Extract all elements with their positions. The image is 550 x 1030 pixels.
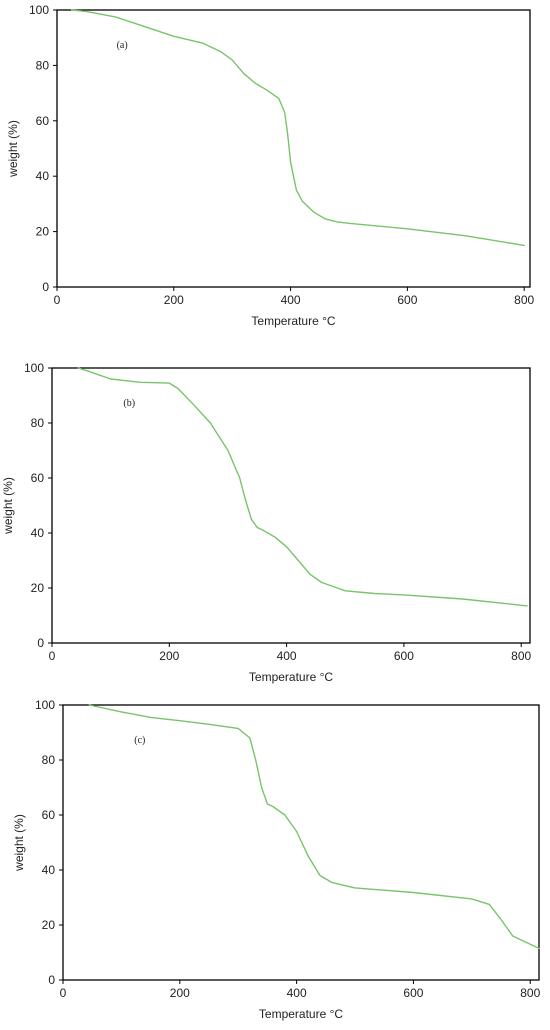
svg-text:800: 800 bbox=[520, 986, 540, 1000]
panel-label-c: (c) bbox=[134, 735, 145, 746]
y-tick-c-100: 100 bbox=[35, 698, 63, 712]
svg-text:0: 0 bbox=[42, 280, 49, 294]
y-axis-label-b: weight (%) bbox=[1, 477, 15, 535]
x-tick-b-200: 200 bbox=[159, 643, 180, 663]
svg-text:0: 0 bbox=[37, 636, 44, 650]
svg-text:0: 0 bbox=[48, 973, 55, 987]
svg-text:60: 60 bbox=[42, 808, 56, 822]
svg-text:200: 200 bbox=[159, 649, 179, 663]
svg-text:80: 80 bbox=[36, 58, 50, 72]
y-tick-c-60: 60 bbox=[42, 808, 63, 822]
y-tick-a-60: 60 bbox=[36, 114, 57, 128]
series-line-a bbox=[70, 9, 525, 247]
x-tick-b-400: 400 bbox=[277, 643, 297, 663]
x-tick-a-200: 200 bbox=[164, 287, 184, 307]
svg-text:100: 100 bbox=[29, 3, 49, 17]
x-tick-b-800: 800 bbox=[511, 643, 532, 663]
x-axis-label-a: Temperature °C bbox=[251, 314, 335, 328]
x-tick-a-800: 800 bbox=[514, 287, 534, 307]
svg-text:40: 40 bbox=[42, 863, 56, 877]
x-tick-c-0: 0 bbox=[60, 980, 67, 1000]
y-tick-c-80: 80 bbox=[42, 753, 63, 767]
svg-text:200: 200 bbox=[164, 293, 184, 307]
y-tick-a-0: 0 bbox=[42, 280, 57, 294]
y-tick-a-20: 20 bbox=[36, 225, 57, 239]
svg-text:100: 100 bbox=[24, 361, 44, 375]
svg-text:20: 20 bbox=[31, 581, 45, 595]
svg-text:0: 0 bbox=[49, 649, 56, 663]
y-tick-a-40: 40 bbox=[36, 169, 57, 183]
x-tick-a-400: 400 bbox=[281, 287, 301, 307]
svg-text:80: 80 bbox=[42, 753, 56, 767]
svg-text:20: 20 bbox=[36, 225, 50, 239]
y-tick-b-20: 20 bbox=[31, 581, 52, 595]
x-axis-label-c: Temperature °C bbox=[259, 1007, 343, 1021]
svg-text:60: 60 bbox=[36, 114, 50, 128]
svg-text:400: 400 bbox=[277, 649, 297, 663]
svg-text:400: 400 bbox=[281, 293, 301, 307]
x-tick-b-0: 0 bbox=[49, 643, 56, 663]
x-tick-a-600: 600 bbox=[397, 287, 418, 307]
svg-text:600: 600 bbox=[403, 986, 423, 1000]
svg-text:100: 100 bbox=[35, 698, 55, 712]
svg-text:600: 600 bbox=[397, 293, 417, 307]
x-tick-c-800: 800 bbox=[520, 980, 541, 1000]
panel-label-b: (b) bbox=[123, 398, 135, 409]
y-tick-c-40: 40 bbox=[42, 863, 63, 877]
y-tick-c-20: 20 bbox=[42, 918, 63, 932]
y-tick-b-40: 40 bbox=[31, 526, 52, 540]
svg-text:80: 80 bbox=[31, 416, 45, 430]
svg-text:40: 40 bbox=[31, 526, 45, 540]
series-line-c bbox=[88, 704, 540, 950]
panel-label-a: (a) bbox=[117, 40, 128, 51]
svg-text:800: 800 bbox=[514, 293, 534, 307]
x-tick-c-200: 200 bbox=[170, 980, 190, 1000]
x-tick-a-0: 0 bbox=[54, 287, 61, 307]
svg-text:20: 20 bbox=[42, 918, 56, 932]
plot-frame-a bbox=[56, 9, 531, 288]
series-line-b bbox=[77, 367, 528, 607]
y-tick-c-0: 0 bbox=[48, 973, 63, 987]
svg-text:600: 600 bbox=[394, 649, 414, 663]
svg-text:40: 40 bbox=[36, 169, 50, 183]
x-tick-b-600: 600 bbox=[394, 643, 414, 663]
svg-text:200: 200 bbox=[170, 986, 190, 1000]
y-tick-a-100: 100 bbox=[29, 3, 57, 17]
y-tick-b-0: 0 bbox=[37, 636, 52, 650]
svg-text:60: 60 bbox=[31, 471, 45, 485]
x-tick-c-600: 600 bbox=[403, 980, 424, 1000]
x-axis-label-b: Temperature °C bbox=[249, 670, 333, 684]
plot-frame-b bbox=[51, 367, 531, 644]
svg-text:0: 0 bbox=[54, 293, 61, 307]
svg-text:800: 800 bbox=[511, 649, 531, 663]
svg-text:0: 0 bbox=[60, 986, 67, 1000]
svg-text:400: 400 bbox=[287, 986, 307, 1000]
y-axis-label-a: weight (%) bbox=[6, 120, 20, 178]
plot-frame-c bbox=[62, 704, 540, 981]
x-tick-c-400: 400 bbox=[287, 980, 307, 1000]
y-tick-b-60: 60 bbox=[31, 471, 52, 485]
y-tick-b-100: 100 bbox=[24, 361, 52, 375]
y-axis-label-c: weight (%) bbox=[12, 814, 26, 872]
y-tick-b-80: 80 bbox=[31, 416, 52, 430]
y-tick-a-80: 80 bbox=[36, 58, 57, 72]
